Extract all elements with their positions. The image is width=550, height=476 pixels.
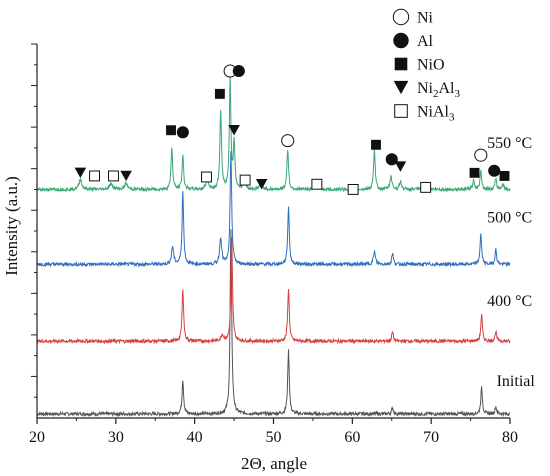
nial3-marker [108,170,119,182]
nial3-marker [89,170,100,182]
nial3-marker [201,171,212,183]
nio-marker [394,57,408,71]
ni2al3-marker [228,125,240,136]
series-label: 550 °C [487,135,532,152]
nio-marker [166,125,176,136]
ni-marker [474,148,488,162]
nial3-marker [394,104,408,118]
series-label: 400 °C [487,293,532,310]
nio-marker [499,170,510,181]
al-marker [393,32,409,49]
x-axis-ticks: 20 30 40 50 60 70 80 [29,418,518,446]
ni2al3-marker [74,167,87,179]
nio-marker [469,167,480,178]
legend-label: Ni2Al3 [417,80,461,100]
x-tick-label: 50 [266,429,282,446]
series-labels: Initial 400 °C 500 °C 550 °C [487,135,535,390]
ni2al3-marker [393,80,409,95]
legend: Ni Al NiO Ni2Al3 NiAl3 [392,8,461,124]
legend-label: Ni [417,10,434,27]
x-axis-label: 2Θ, angle [241,454,307,473]
x-tick-label: 20 [29,429,45,446]
nio-marker [214,88,225,99]
y-axis-ticks [31,43,37,398]
x-tick-label: 60 [344,429,360,446]
nial3-marker [347,183,359,195]
xrd-traces [36,75,511,418]
al-marker [232,64,245,78]
phase-markers [74,64,510,195]
legend-label: NiAl3 [417,104,455,124]
series-label: 500 °C [487,210,532,227]
legend-label: Al [417,33,434,50]
ni-marker [281,134,295,148]
al-marker [488,164,501,177]
ni2al3-marker [120,170,132,182]
ni2al3-marker [255,179,268,190]
y-axis-label: Intensity (a.u.) [2,176,21,276]
trace-1 [36,237,511,345]
ni2al3-marker [394,161,407,172]
x-tick-label: 40 [187,429,203,446]
nio-marker [371,139,381,150]
trace-0 [36,229,511,418]
legend-label: NiO [417,57,445,74]
nial3-marker [311,178,323,190]
series-label: Initial [497,373,536,390]
al-marker [176,126,189,139]
nial3-marker [239,174,251,186]
ni-marker [392,8,410,26]
al-marker [385,153,398,166]
x-tick-label: 80 [502,429,518,446]
nial3-marker [420,181,432,193]
trace-2 [36,150,511,268]
x-tick-label: 30 [108,429,124,446]
trace-3 [36,75,511,193]
plot-frame [36,44,510,419]
x-tick-label: 70 [423,429,439,446]
